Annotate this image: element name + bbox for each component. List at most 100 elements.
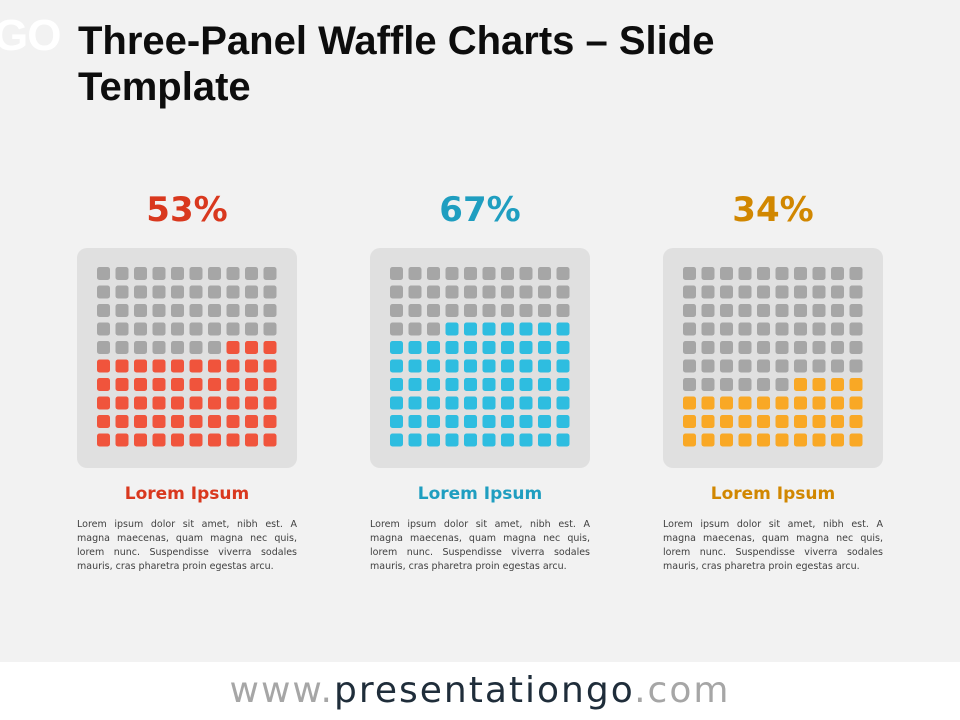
waffle-cell-filled [226, 341, 240, 354]
waffle-cell-filled [134, 359, 147, 373]
waffle-cell-filled [501, 433, 514, 447]
waffle-cell-filled [134, 378, 147, 391]
waffle-cell-filled [263, 433, 277, 447]
waffle-cell-empty [134, 304, 147, 317]
waffle-cell-empty [701, 378, 715, 391]
waffle-cell-empty [519, 285, 533, 299]
waffle-cell-empty [245, 322, 258, 336]
waffle-cell-empty [152, 341, 166, 354]
waffle-cell-empty [538, 304, 551, 317]
waffle-cell-empty [390, 285, 403, 299]
waffle-cell-empty [831, 304, 844, 317]
waffle-cell-empty [171, 322, 184, 336]
waffle-cell-empty [226, 322, 240, 336]
waffle-cell-filled [464, 396, 477, 410]
waffle-cell-filled [445, 396, 459, 410]
waffle-cell-empty [519, 304, 533, 317]
waffle-cell-filled [812, 396, 826, 410]
waffle-cell-filled [701, 433, 715, 447]
waffle-cell-empty [445, 267, 459, 280]
waffle-cell-empty [427, 267, 440, 280]
waffle-cell-filled [556, 359, 570, 373]
waffle-cell-filled [849, 396, 863, 410]
waffle-cell-empty [171, 267, 184, 280]
waffle-cell-filled [831, 378, 844, 391]
waffle-chart [370, 248, 590, 468]
waffle-cell-empty [97, 267, 110, 280]
waffle-cell-filled [245, 359, 258, 373]
waffle-cell-empty [812, 341, 826, 354]
waffle-cell-filled [849, 415, 863, 428]
waffle-cell-filled [482, 415, 496, 428]
waffle-cell-empty [556, 304, 570, 317]
waffle-cell-empty [171, 341, 184, 354]
waffle-cell-empty [263, 304, 277, 317]
waffle-cell-filled [189, 396, 203, 410]
waffle-cell-empty [189, 304, 203, 317]
waffle-cell-empty [720, 267, 733, 280]
waffle-cell-filled [831, 415, 844, 428]
waffle-cell-empty [757, 322, 770, 336]
waffle-cell-empty [683, 359, 696, 373]
waffle-cell-filled [501, 415, 514, 428]
footer-suffix: .com [634, 670, 731, 711]
waffle-cell-filled [720, 415, 733, 428]
waffle-cell-empty [445, 285, 459, 299]
waffle-cell-empty [408, 285, 422, 299]
waffle-cell-empty [189, 267, 203, 280]
waffle-cell-filled [757, 415, 770, 428]
waffle-cell-filled [701, 396, 715, 410]
waffle-cell-empty [464, 285, 477, 299]
waffle-cell-filled [501, 378, 514, 391]
waffle-cell-filled [683, 415, 696, 428]
waffle-cell-empty [208, 322, 221, 336]
waffle-cell-filled [226, 396, 240, 410]
waffle-cell-empty [408, 304, 422, 317]
waffle-cell-empty [701, 267, 715, 280]
waffle-cell-filled [152, 433, 166, 447]
waffle-cell-empty [408, 322, 422, 336]
waffle-cell-empty [831, 341, 844, 354]
waffle-cell-empty [263, 285, 277, 299]
waffle-cell-filled [812, 415, 826, 428]
waffle-cell-empty [701, 322, 715, 336]
waffle-cell-empty [556, 285, 570, 299]
waffle-cell-empty [794, 359, 807, 373]
waffle-cell-filled [445, 378, 459, 391]
waffle-cell-empty [171, 304, 184, 317]
waffle-cell-filled [501, 341, 514, 354]
waffle-cell-filled [538, 433, 551, 447]
waffle-cell-empty [245, 285, 258, 299]
slide-title: Three-Panel Waffle Charts – Slide Templa… [78, 19, 715, 109]
waffle-cell-filled [775, 415, 789, 428]
waffle-cell-empty [738, 285, 752, 299]
waffle-cell-filled [683, 396, 696, 410]
waffle-cell-filled [519, 415, 533, 428]
waffle-cell-empty [683, 285, 696, 299]
waffle-cell-filled [538, 341, 551, 354]
waffle-cell-empty [794, 285, 807, 299]
waffle-cell-empty [738, 341, 752, 354]
waffle-cell-empty [464, 304, 477, 317]
waffle-cell-filled [408, 341, 422, 354]
waffle-cell-filled [263, 359, 277, 373]
waffle-cell-empty [482, 285, 496, 299]
waffle-cell-filled [464, 341, 477, 354]
waffle-cell-empty [812, 285, 826, 299]
waffle-cell-filled [757, 433, 770, 447]
waffle-cell-empty [775, 267, 789, 280]
waffle-cell-filled [152, 359, 166, 373]
waffle-cell-filled [134, 396, 147, 410]
waffle-cell-empty [208, 304, 221, 317]
waffle-cell-empty [849, 304, 863, 317]
waffle-cell-filled [519, 322, 533, 336]
percent-label: 67% [439, 190, 521, 230]
waffle-cell-filled [501, 322, 514, 336]
waffle-cell-empty [794, 304, 807, 317]
waffle-cell-filled [445, 433, 459, 447]
panel-description: Lorem ipsum dolor sit amet, nibh est. A … [663, 519, 883, 572]
waffle-cell-filled [263, 341, 277, 354]
waffle-cell-empty [189, 285, 203, 299]
waffle-cell-empty [226, 304, 240, 317]
waffle-cell-filled [189, 359, 203, 373]
